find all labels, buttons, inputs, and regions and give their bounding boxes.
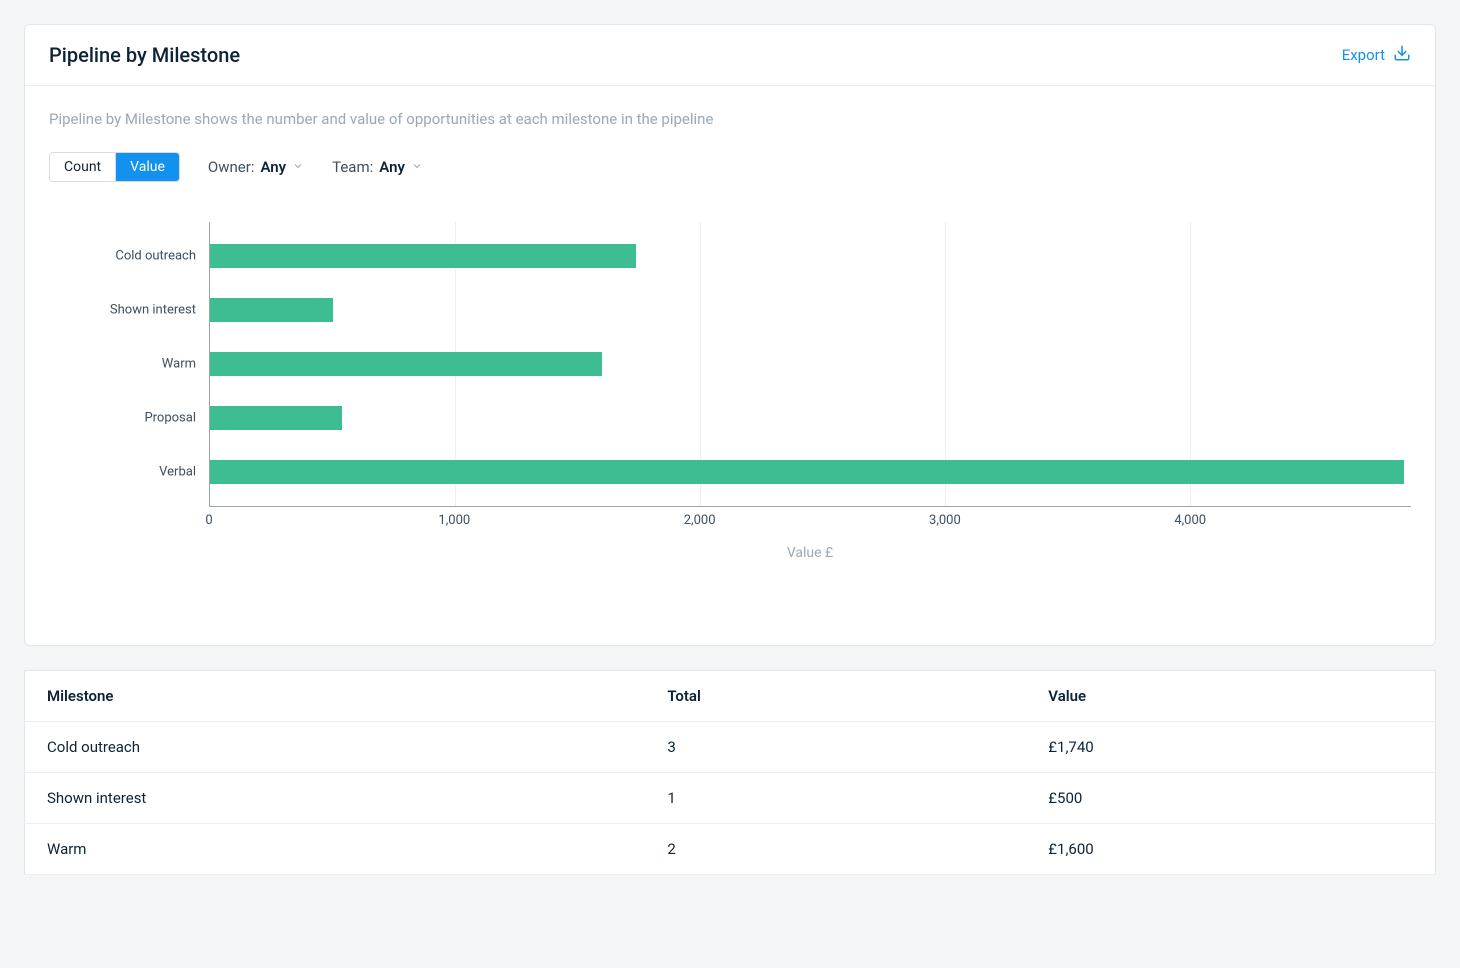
- pipeline-chart-card: Pipeline by Milestone Export Pipeline by…: [24, 24, 1436, 646]
- x-axis-tick: 4,000: [1174, 513, 1206, 528]
- table-header-cell: Milestone: [25, 671, 646, 722]
- x-axis-title: Value £: [209, 545, 1411, 561]
- table-cell: Cold outreach: [25, 722, 646, 773]
- team-filter-label: Team:: [332, 158, 373, 176]
- metric-toggle-group: CountValue: [49, 152, 180, 182]
- y-axis-label: Cold outreach: [115, 249, 196, 264]
- table-cell: £1,600: [1026, 824, 1435, 875]
- card-body: Pipeline by Milestone shows the number a…: [25, 86, 1435, 645]
- table-cell: Shown interest: [25, 773, 646, 824]
- bar-row: [210, 298, 333, 322]
- table-row: Warm2£1,600: [25, 824, 1436, 875]
- card-header: Pipeline by Milestone Export: [25, 25, 1435, 86]
- owner-filter-label: Owner:: [208, 158, 255, 176]
- y-axis-label: Shown interest: [110, 303, 196, 318]
- bar-row: [210, 460, 1404, 484]
- x-axis-tick: 0: [205, 513, 212, 528]
- download-icon: [1393, 44, 1411, 66]
- table-cell: £500: [1026, 773, 1435, 824]
- bar: [210, 244, 636, 268]
- bar: [210, 460, 1404, 484]
- table-cell: Warm: [25, 824, 646, 875]
- y-axis-label: Warm: [162, 357, 196, 372]
- bar: [210, 406, 342, 430]
- milestone-table: MilestoneTotalValue Cold outreach3£1,740…: [24, 670, 1436, 875]
- bar-row: [210, 406, 342, 430]
- team-filter-value: Any: [379, 158, 405, 176]
- owner-filter-value: Any: [260, 158, 286, 176]
- bar: [210, 298, 333, 322]
- chevron-down-icon: [292, 158, 304, 176]
- chevron-down-icon: [411, 158, 423, 176]
- owner-filter[interactable]: Owner: Any: [208, 158, 304, 176]
- table-cell: 1: [645, 773, 1026, 824]
- bar: [210, 352, 602, 376]
- team-filter[interactable]: Team: Any: [332, 158, 423, 176]
- table-head: MilestoneTotalValue: [25, 671, 1436, 722]
- y-axis-label: Verbal: [159, 465, 196, 480]
- x-axis-tick: 1,000: [438, 513, 470, 528]
- table-header-cell: Total: [645, 671, 1026, 722]
- description-text: Pipeline by Milestone shows the number a…: [49, 110, 1411, 128]
- metric-toggle-count[interactable]: Count: [50, 153, 115, 181]
- table-cell: 2: [645, 824, 1026, 875]
- table-row: Cold outreach3£1,740: [25, 722, 1436, 773]
- table-cell: 3: [645, 722, 1026, 773]
- controls-row: CountValue Owner: Any Team: Any: [49, 152, 1411, 182]
- x-axis-tick: 3,000: [929, 513, 961, 528]
- bar-row: [210, 352, 602, 376]
- chart-plot: Cold outreachShown interestWarmProposalV…: [209, 222, 1411, 507]
- export-button[interactable]: Export: [1342, 44, 1411, 66]
- x-ticks: 01,0002,0003,0004,000: [209, 513, 1411, 533]
- bar-row: [210, 244, 636, 268]
- metric-toggle-value[interactable]: Value: [115, 153, 179, 181]
- table-body: Cold outreach3£1,740Shown interest1£500W…: [25, 722, 1436, 875]
- table-row: Shown interest1£500: [25, 773, 1436, 824]
- chart-area: Cold outreach Shown interest Warm Proposal V…: [49, 222, 1411, 621]
- table-header-cell: Value: [1026, 671, 1435, 722]
- x-axis-tick: 2,000: [684, 513, 716, 528]
- y-axis-label: Proposal: [144, 411, 196, 426]
- card-title: Pipeline by Milestone: [49, 43, 240, 67]
- table-cell: £1,740: [1026, 722, 1435, 773]
- export-label: Export: [1342, 46, 1385, 64]
